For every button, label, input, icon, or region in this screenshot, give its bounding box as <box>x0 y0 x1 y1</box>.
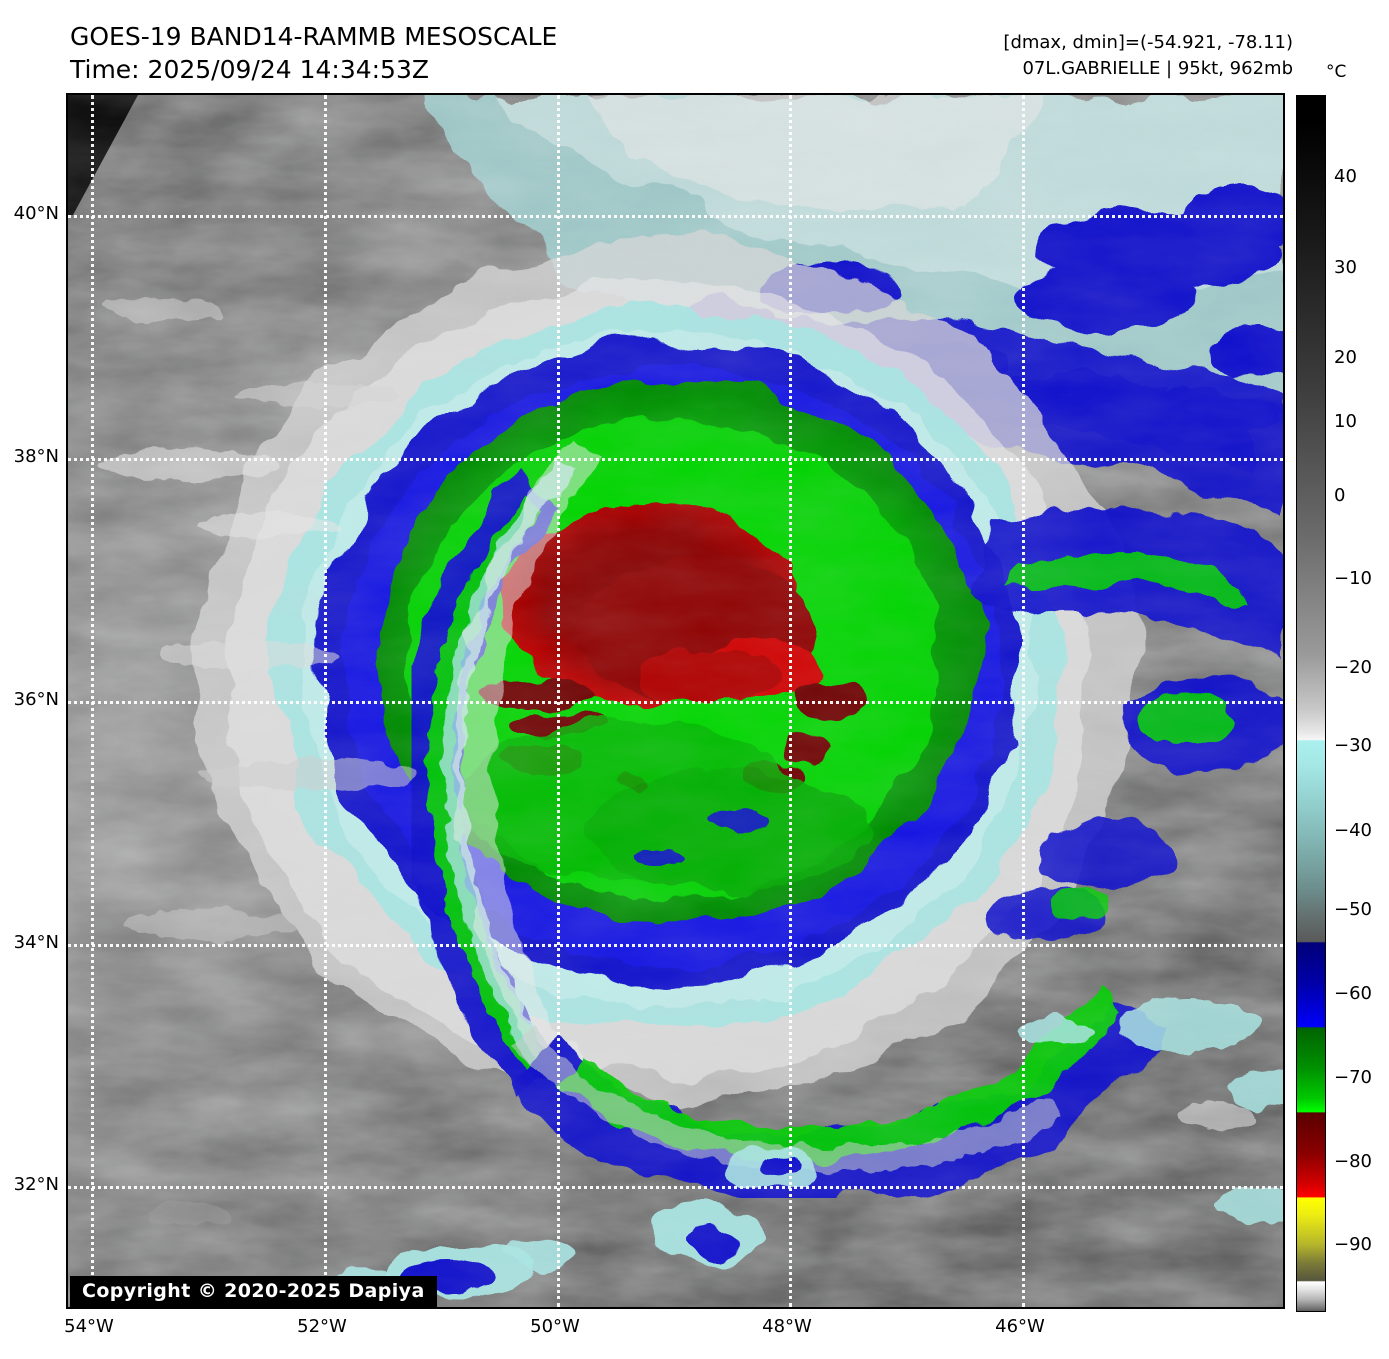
ytick-label-34N: 34°N <box>13 932 59 953</box>
ytick-label-32N: 32°N <box>13 1174 59 1195</box>
cbar-tick-20: 20 <box>1334 347 1357 368</box>
colorbar-units-label: °C <box>1326 62 1347 82</box>
xtick-label-48W: 48°W <box>762 1316 812 1337</box>
timestamp-label: Time: 2025/09/24 14:34:53Z <box>70 55 429 84</box>
cbar-tick-m10: −10 <box>1334 568 1372 589</box>
gridline-lon-48 <box>789 95 792 1307</box>
storm-info-label: 07L.GABRIELLE | 95kt, 962mb <box>1022 58 1293 79</box>
cbar-tick-m50: −50 <box>1334 899 1372 920</box>
gridline-lon-54 <box>91 95 94 1307</box>
cbar-tick-0: 0 <box>1334 485 1346 506</box>
xtick-label-54W: 54°W <box>64 1316 114 1337</box>
temperature-colorbar[interactable] <box>1296 95 1326 1312</box>
cbar-tick-m70: −70 <box>1334 1067 1372 1088</box>
ytick-label-40N: 40°N <box>13 203 59 224</box>
cbar-tick-m30: −30 <box>1334 735 1372 756</box>
xtick-label-46W: 46°W <box>995 1316 1045 1337</box>
cbar-tick-40: 40 <box>1334 166 1357 187</box>
gridline-lon-50 <box>557 95 560 1307</box>
gridline-lon-46 <box>1022 95 1025 1307</box>
page-title: GOES-19 BAND14-RAMMB MESOSCALE <box>70 22 558 51</box>
gridline-lat-34 <box>68 944 1283 947</box>
cbar-tick-m80: −80 <box>1334 1151 1372 1172</box>
gridline-lat-32 <box>68 1186 1283 1189</box>
cbar-tick-10: 10 <box>1334 411 1357 432</box>
colorbar-gradient <box>1297 96 1325 1311</box>
xtick-label-52W: 52°W <box>297 1316 347 1337</box>
satellite-image-plot[interactable] <box>66 93 1285 1309</box>
title-block: GOES-19 BAND14-RAMMB MESOSCALE Time: 202… <box>70 20 557 86</box>
cbar-tick-m90: −90 <box>1334 1234 1372 1255</box>
metadata-block: [dmax, dmin]=(-54.921, -78.11) 07L.GABRI… <box>1003 30 1293 82</box>
ytick-label-38N: 38°N <box>13 446 59 467</box>
gridline-lat-40 <box>68 215 1283 218</box>
cbar-tick-m20: −20 <box>1334 657 1372 678</box>
gridline-lon-52 <box>324 95 327 1307</box>
xtick-label-50W: 50°W <box>530 1316 580 1337</box>
gridline-lat-36 <box>68 701 1283 704</box>
copyright-watermark: Copyright © 2020-2025 Dapiya <box>70 1276 437 1307</box>
cbar-tick-m60: −60 <box>1334 983 1372 1004</box>
dmax-dmin-label: [dmax, dmin]=(-54.921, -78.11) <box>1003 32 1293 53</box>
cbar-tick-30: 30 <box>1334 257 1357 278</box>
gridline-lat-38 <box>68 458 1283 461</box>
cbar-tick-m40: −40 <box>1334 820 1372 841</box>
ytick-label-36N: 36°N <box>13 689 59 710</box>
